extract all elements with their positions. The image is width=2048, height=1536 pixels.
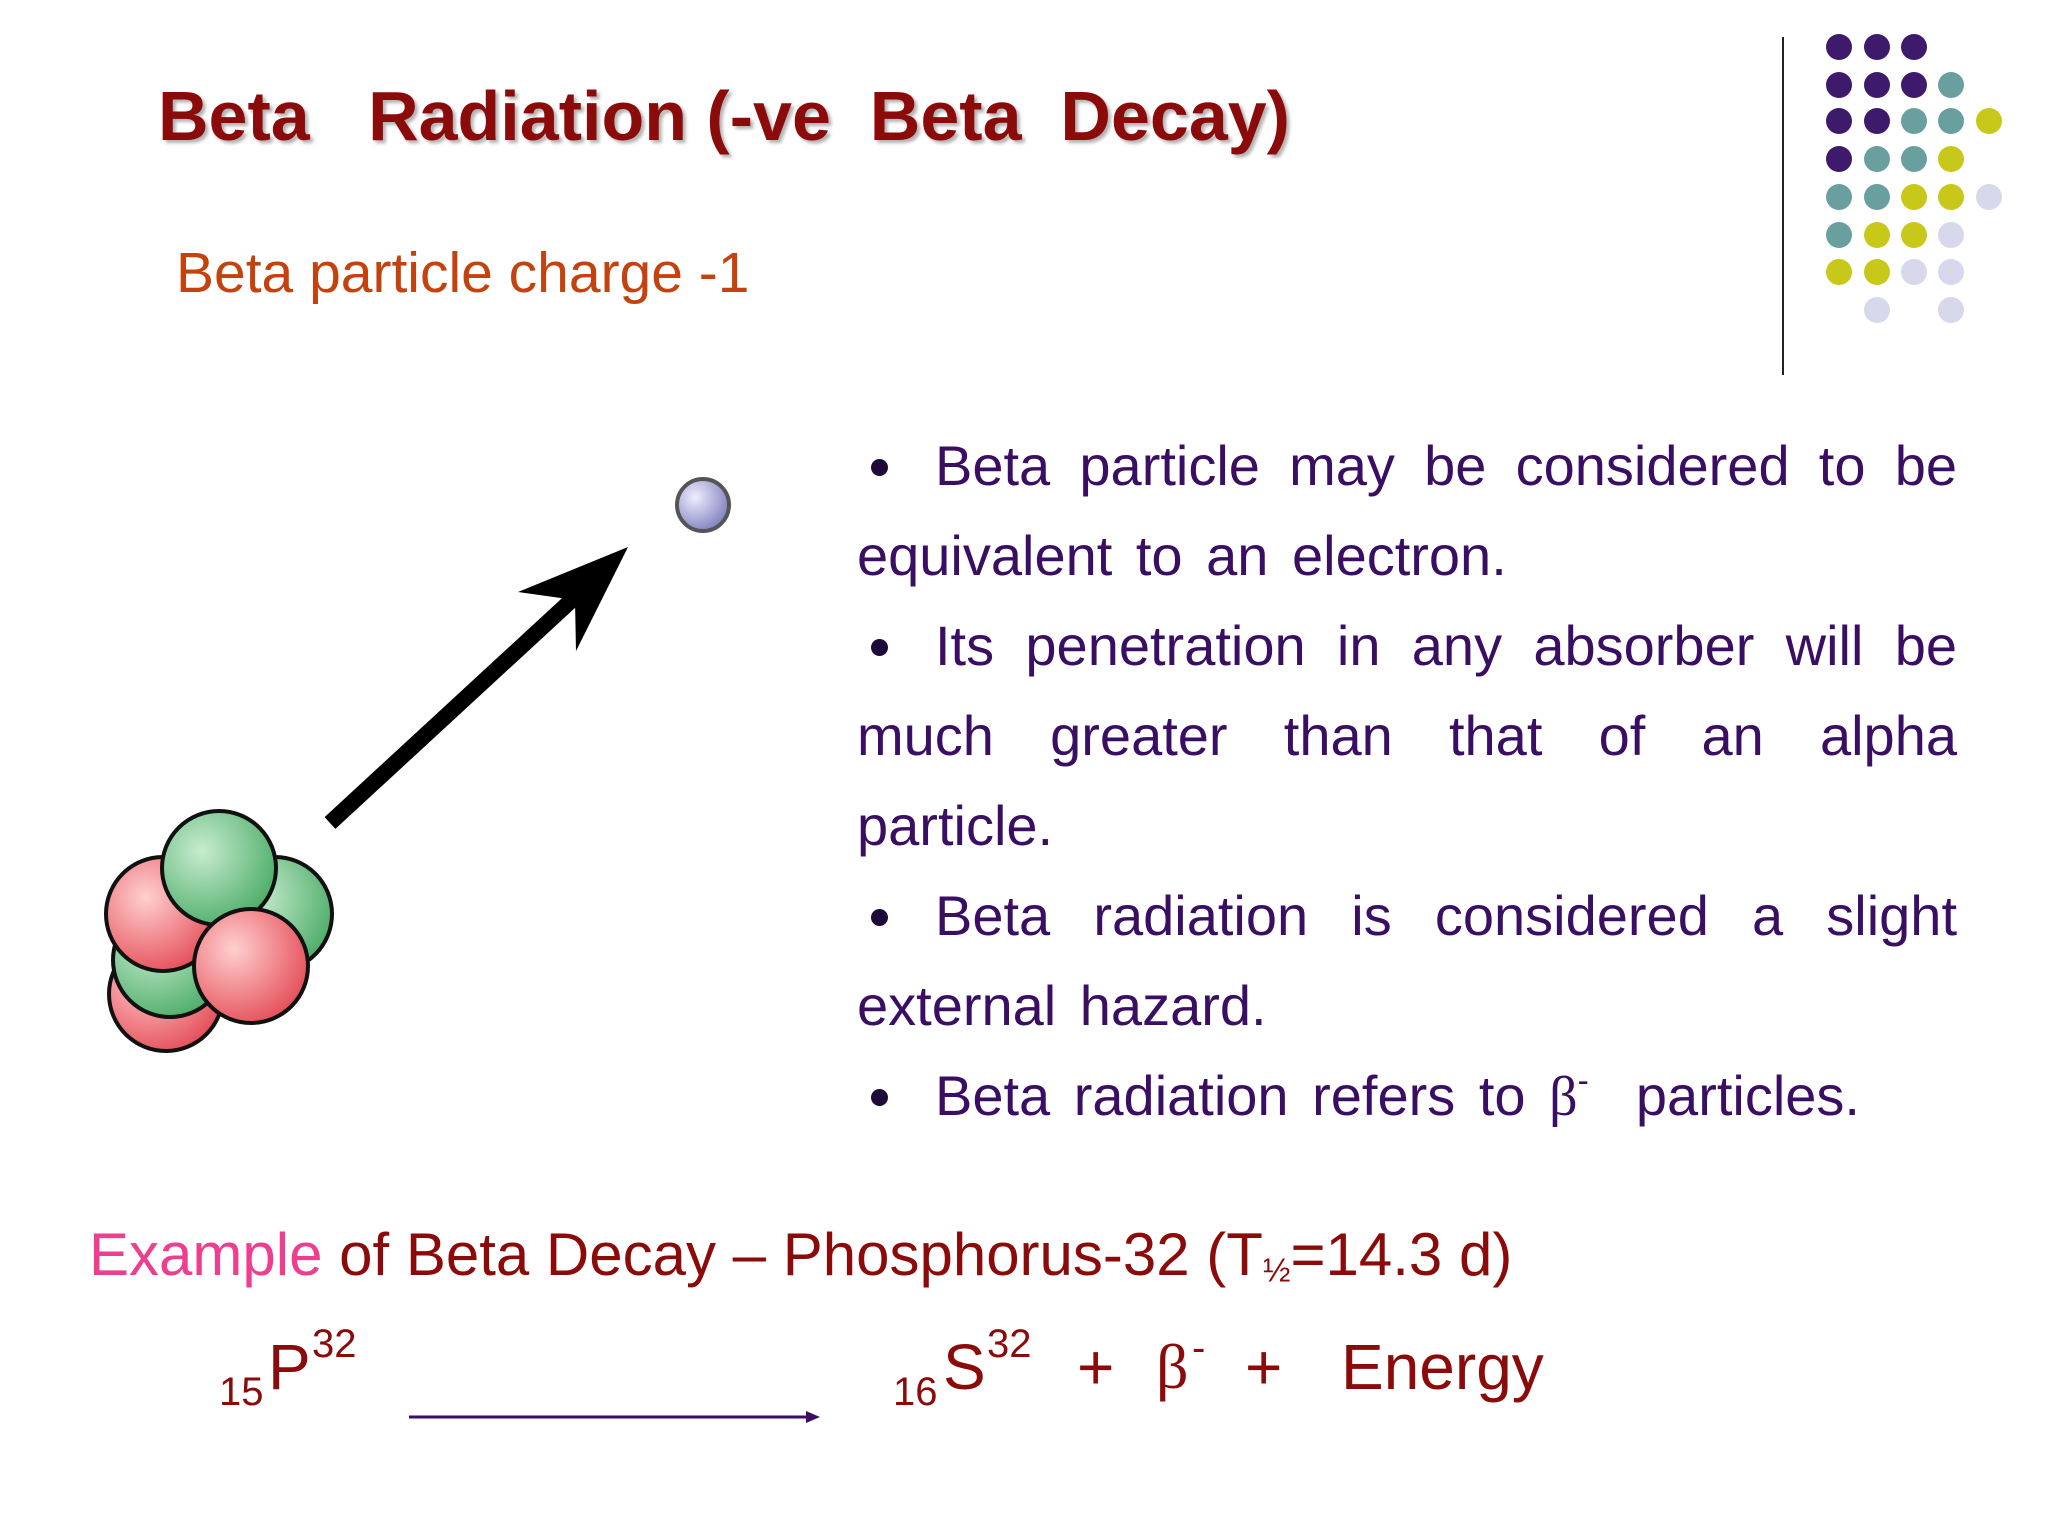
example-line: Example of Beta Decay – Phosphorus-32 (T… — [89, 1220, 1512, 1290]
bullet-text: particles. — [1588, 1064, 1860, 1127]
arrow-head — [518, 547, 628, 651]
decor-dot — [1826, 259, 1852, 285]
decor-dot — [1901, 222, 1927, 248]
example-text: =14.3 d) — [1290, 1221, 1513, 1288]
decor-dot — [1938, 146, 1964, 172]
decor-dot — [1938, 108, 1964, 134]
nucleus — [104, 809, 334, 1053]
energy: Energy — [1341, 1331, 1544, 1403]
decor-dot — [1864, 259, 1890, 285]
bullet-dot — [871, 1089, 888, 1106]
decor-dot — [1901, 184, 1927, 210]
bullet: Beta radiation refers to β- particles. — [857, 1051, 1957, 1142]
bullet: Beta particle may be considered to be eq… — [857, 421, 1957, 601]
decor-dot — [1901, 108, 1927, 134]
bullet: Beta radiation is considered a slight ex… — [857, 871, 1957, 1051]
mass-number: 32 — [987, 1322, 1032, 1366]
decor-dot — [1976, 184, 2002, 210]
decor-dot — [1864, 222, 1890, 248]
superscript: - — [1577, 1062, 1589, 1100]
bullet-dot — [871, 909, 888, 926]
decor-dot — [1864, 108, 1890, 134]
bullet-text: Beta particle may be considered to be eq… — [857, 434, 1957, 587]
decor-dot — [1901, 146, 1927, 172]
decor-dot — [1901, 34, 1927, 60]
decor-dot — [1938, 297, 1964, 323]
decor-dot — [1826, 184, 1852, 210]
decor-dot — [1938, 222, 1964, 248]
bullet-text: Its penetration in any absorber will be … — [857, 614, 1957, 857]
decor-dot — [1901, 259, 1927, 285]
atomic-number: 15 — [219, 1370, 264, 1414]
element-symbol: S — [943, 1331, 986, 1403]
decor-dot — [1826, 108, 1852, 134]
beta-symbol: β — [1156, 1331, 1189, 1402]
decor-dot — [1826, 34, 1852, 60]
decor-dot — [1864, 146, 1890, 172]
subscript: ½ — [1262, 1251, 1291, 1289]
beta-symbol: β — [1549, 1066, 1578, 1128]
bullet-text: Beta radiation refers to — [935, 1064, 1550, 1127]
decor-dot — [1864, 184, 1890, 210]
plus: + — [1245, 1331, 1283, 1403]
decor-dot — [1901, 72, 1927, 98]
subtitle: Beta particle charge -1 — [176, 241, 750, 305]
decor-dot — [1826, 146, 1852, 172]
bullet-dot — [871, 459, 888, 476]
decor-dot — [1826, 72, 1852, 98]
beta-particle — [675, 477, 731, 533]
decor-dot — [1938, 259, 1964, 285]
decor-dot — [1864, 34, 1890, 60]
mass-number: 32 — [312, 1322, 357, 1366]
element-symbol: P — [268, 1331, 311, 1403]
example-highlight: Example — [89, 1221, 323, 1288]
decor-dot — [1938, 72, 1964, 98]
decor-dot — [1976, 108, 2002, 134]
charge: - — [1192, 1326, 1206, 1370]
title: Beta Radiation (-ve Beta Decay) — [158, 77, 1290, 155]
bullet-list: Beta particle may be considered to be eq… — [857, 421, 1957, 1142]
bullet-text: Beta radiation is considered a slight ex… — [857, 884, 1957, 1037]
plus: + — [1077, 1331, 1115, 1403]
atomic-number: 16 — [893, 1370, 938, 1414]
bullet: Its penetration in any absorber will be … — [857, 601, 1957, 871]
decor-dot — [1864, 297, 1890, 323]
dot-grid — [1826, 34, 2002, 323]
bullet-dot — [871, 639, 888, 656]
decor-dot — [1826, 222, 1852, 248]
decor-dot — [1938, 184, 1964, 210]
decor-dot — [1864, 72, 1890, 98]
reaction-arrow-head — [806, 1411, 820, 1423]
example-text: of Beta Decay – Phosphorus-32 (T — [322, 1221, 1263, 1288]
arrow-shaft — [324, 568, 606, 829]
